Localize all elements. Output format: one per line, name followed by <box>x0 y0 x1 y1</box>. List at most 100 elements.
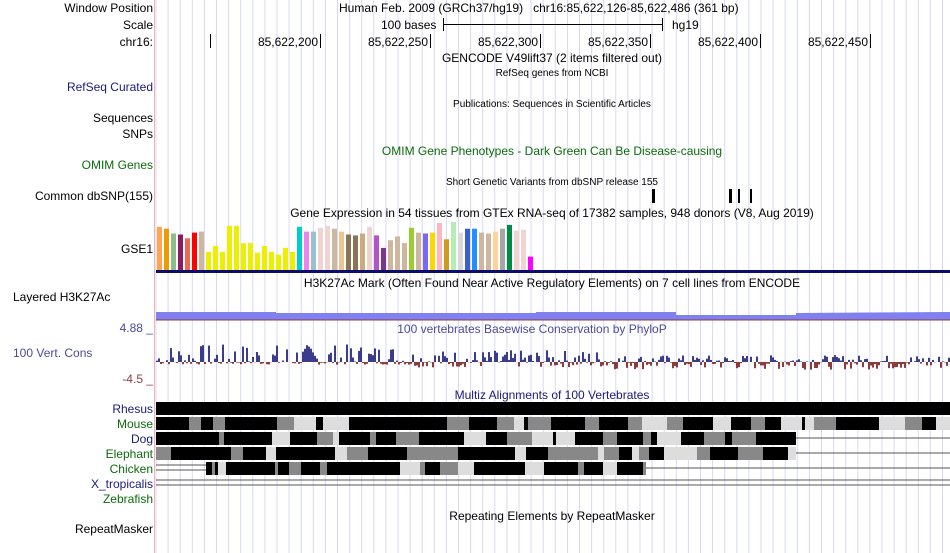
phylop-bar <box>730 361 732 362</box>
alignment-block <box>259 417 277 430</box>
alignment-block <box>517 462 525 475</box>
track-label-phylop[interactable]: 100 Vert. Cons <box>13 346 93 360</box>
phylop-bar <box>654 361 656 362</box>
alignment-block <box>156 417 172 430</box>
alignment-block <box>720 432 725 445</box>
phylop-bar <box>600 362 602 367</box>
dbsnp-title[interactable]: Short Genetic Variants from dbSNP releas… <box>446 177 658 188</box>
phylop-bar <box>690 362 692 367</box>
multiz-alignment-blocks[interactable] <box>156 402 950 494</box>
phylop-bar <box>824 355 826 362</box>
repeatmasker-title[interactable]: Repeating Elements by RepeatMasker <box>449 509 655 523</box>
phylop-bar <box>886 355 888 362</box>
phylop-bar <box>402 360 404 362</box>
gtex-bar-chart[interactable] <box>156 220 950 274</box>
phylop-bar <box>728 361 730 362</box>
phylop-bar <box>380 362 382 364</box>
phylop-bar <box>614 362 616 370</box>
snp-mark[interactable] <box>750 189 752 203</box>
alignment-block <box>632 447 639 460</box>
track-label-omim[interactable]: OMIM Genes <box>81 158 153 172</box>
alignment-block <box>303 447 328 460</box>
alignment-block <box>215 462 218 475</box>
refseq-title[interactable]: RefSeq genes from NCBI <box>495 68 609 79</box>
phylop-bar <box>866 358 868 362</box>
phylop-bar <box>732 360 734 362</box>
species-label-elephant[interactable]: Elephant <box>105 447 153 461</box>
phylop-bar <box>750 356 752 362</box>
alignment-block <box>194 447 203 460</box>
phylop-bar <box>228 358 230 362</box>
publications-title[interactable]: Publications: Sequences in Scientific Ar… <box>453 99 651 110</box>
track-label-refseq[interactable]: RefSeq Curated <box>66 80 153 94</box>
phylop-bar <box>592 362 594 364</box>
phylop-bar <box>858 355 860 362</box>
phylop-signal[interactable] <box>156 330 950 382</box>
phylop-bar <box>810 362 812 370</box>
phylop-bar <box>572 362 574 366</box>
phylop-bar <box>640 356 642 362</box>
phylop-bar <box>740 362 742 364</box>
phylop-bar <box>764 362 766 369</box>
phylop-bar <box>652 358 654 362</box>
alignment-block <box>201 417 205 430</box>
alignment-block <box>531 417 551 430</box>
alignment-block <box>347 447 368 460</box>
species-label-chicken[interactable]: Chicken <box>109 462 153 476</box>
phylop-bar <box>770 355 772 362</box>
track-label-gtex[interactable]: GSE1 <box>120 242 153 256</box>
alignment-block <box>368 447 387 460</box>
phylop-bar <box>286 349 288 362</box>
phylop-title[interactable]: 100 vertebrates Basewise Conservation by… <box>397 322 667 336</box>
track-label-h3k27ac[interactable]: Layered H3K27Ac <box>13 290 111 304</box>
alignment-block <box>802 417 805 430</box>
phylop-bar <box>876 362 878 369</box>
snp-mark[interactable] <box>729 189 732 203</box>
track-label-publications-line1[interactable]: Sequences <box>92 111 153 125</box>
phylop-bar <box>888 362 890 369</box>
alignment-block <box>317 432 333 445</box>
h3k27ac-signal[interactable] <box>156 310 950 321</box>
track-label-dbsnp[interactable]: Common dbSNP(155) <box>34 189 153 203</box>
phylop-bar <box>678 358 680 362</box>
gtex-bar <box>367 226 372 270</box>
phylop-bar <box>424 362 426 363</box>
gtex-bar <box>157 226 162 270</box>
omim-title[interactable]: OMIM Gene Phenotypes - Dark Green Can Be… <box>381 144 723 158</box>
gtex-bar <box>255 252 260 270</box>
gtex-title[interactable]: Gene Expression in 54 tissues from GTEx … <box>290 206 814 220</box>
phylop-bar <box>834 355 836 362</box>
track-label-publications-line2[interactable]: SNPs <box>122 127 153 141</box>
phylop-bar <box>874 362 876 365</box>
ruler-tick <box>650 34 651 48</box>
snp-mark[interactable] <box>738 189 740 203</box>
phylop-bar <box>540 362 542 367</box>
phylop-bar <box>766 362 768 364</box>
species-label-x_tropicalis[interactable]: X_tropicalis <box>90 477 153 491</box>
species-label-rhesus[interactable]: Rhesus <box>112 402 153 416</box>
phylop-bar <box>638 358 640 362</box>
h3k27ac-title[interactable]: H3K27Ac Mark (Often Found Near Active Re… <box>303 276 801 290</box>
track-label-repeatmasker[interactable]: RepeatMasker <box>74 522 153 536</box>
phylop-bar <box>660 356 662 362</box>
phylop-min-label: -4.5 _ <box>122 372 153 386</box>
gtex-bar <box>444 239 449 270</box>
species-label-dog[interactable]: Dog <box>130 432 153 446</box>
species-label-zebrafish[interactable]: Zebrafish <box>102 492 153 506</box>
phylop-bar <box>198 362 200 365</box>
phylop-bar <box>706 358 708 362</box>
phylop-bar <box>386 362 388 365</box>
phylop-bar <box>252 357 254 362</box>
snp-mark[interactable] <box>652 189 655 203</box>
phylop-bar <box>510 350 512 362</box>
phylop-bar <box>644 360 646 362</box>
species-label-mouse[interactable]: Mouse <box>116 417 153 431</box>
alignment-block <box>805 417 814 430</box>
alignment-block <box>444 432 464 445</box>
phylop-bar <box>230 362 232 363</box>
alignment-block <box>725 432 732 445</box>
gencode-title[interactable]: GENCODE V49lift37 (2 items filtered out) <box>441 51 663 65</box>
phylop-bar <box>642 362 644 370</box>
phylop-bar <box>596 352 598 362</box>
multiz-title[interactable]: Multiz Alignments of 100 Vertebrates <box>454 388 650 402</box>
